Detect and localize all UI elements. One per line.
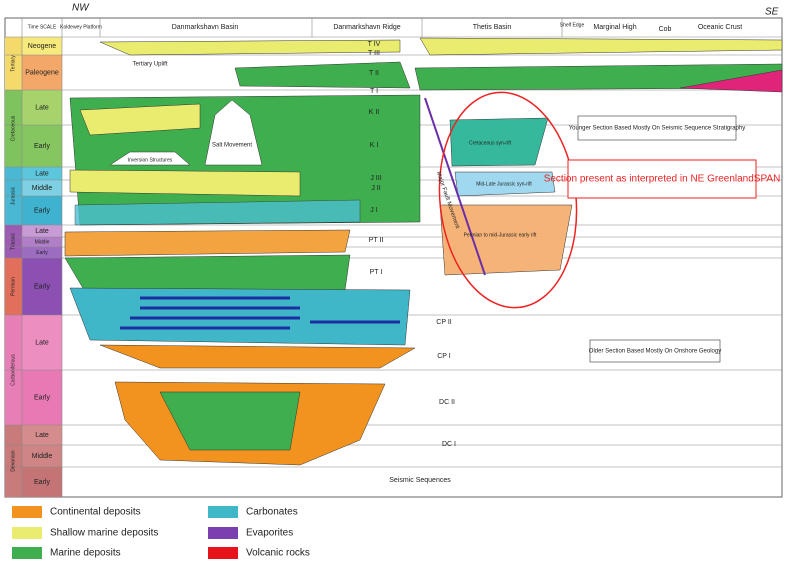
sequence-label: K I [370, 142, 379, 149]
period-label: Triassic [10, 232, 16, 250]
annotation: Older Section Based Mostly On Onshore Ge… [589, 349, 721, 355]
sequence-label: K II [369, 109, 380, 116]
sequence-label: PT I [370, 269, 383, 276]
period-label: Devonian [10, 450, 16, 471]
column-header: Marginal High [593, 24, 636, 31]
column-header: Shelf Edge [560, 22, 585, 28]
legend-label: Volcanic rocks [246, 548, 310, 559]
column-header: Thetis Basin [473, 24, 512, 31]
legend-label: Evaporites [246, 528, 293, 539]
se-label: SE [765, 7, 779, 18]
epoch-label: Early [34, 207, 50, 214]
sequence-label: CP II [436, 319, 451, 326]
annotation: Salt Movement [212, 143, 252, 149]
epoch-label: Early [36, 250, 48, 256]
epoch-label: Early [34, 394, 50, 401]
epoch-label: Early [34, 479, 50, 486]
sequence-label: J I [370, 207, 377, 214]
annotation: Mid-Late Jurassic syn-rift [476, 181, 532, 187]
epoch-label: Late [35, 170, 49, 177]
period-label: Tertiary [10, 55, 16, 72]
annotation: Cretaceous syn-rift [469, 140, 512, 146]
annotation: Section present as interpreted in NE Gre… [544, 174, 781, 185]
sequence-label: DC II [439, 399, 455, 406]
sequence-label: T I [370, 88, 378, 95]
sequence-label: T II [369, 70, 379, 77]
sequence-label: DC I [442, 441, 456, 448]
period-label: Carboniferous [10, 354, 16, 386]
annotation: Tertiary Uplift [132, 62, 167, 68]
epoch-label: Late [35, 432, 49, 439]
epoch-label: Early [34, 283, 50, 290]
column-header: Koldewey Platform [60, 24, 102, 30]
epoch-label: Neogene [28, 43, 57, 50]
time-scale-label: Time SCALE [28, 24, 57, 30]
note-box [577, 115, 737, 141]
nw-label: NW [72, 3, 90, 14]
epoch-label: Paleogene [25, 69, 59, 76]
column-header: Danmarkshavn Basin [172, 24, 239, 31]
annotation: Permian to mid-Jurassic early rift [464, 232, 537, 238]
annotation: Younger Section Based Mostly On Seismic … [569, 126, 746, 132]
epoch-label: Early [34, 143, 50, 150]
period-label: Jurassic [10, 186, 16, 205]
epoch-label: Late [35, 339, 49, 346]
column-header: Oceanic Crust [698, 24, 742, 31]
sequence-label: CP I [437, 353, 451, 360]
time-scale [5, 37, 62, 497]
legend [12, 506, 238, 559]
epoch-label: Late [35, 228, 49, 235]
sequence-label: T III [368, 50, 380, 57]
epoch-label: Late [35, 104, 49, 111]
epoch-label: Middle [32, 453, 53, 460]
epoch-label: Middle [32, 185, 53, 192]
epoch-label: Middle [35, 239, 50, 245]
strata [64, 37, 783, 466]
note-box [589, 339, 721, 363]
note-box [567, 159, 757, 199]
legend-label: Shallow marine deposits [50, 528, 158, 539]
annotation: Inversion Structures [128, 157, 173, 163]
column-header: Cob [659, 26, 672, 33]
period-label: Cretaceous [10, 115, 16, 141]
column-header: Danmarkshavn Ridge [333, 24, 400, 31]
legend-label: Carbonates [246, 507, 298, 518]
sequence-label: J III [370, 175, 381, 182]
sequences-title: Seismic Sequences [389, 477, 451, 484]
sequence-label: J II [371, 185, 380, 192]
legend-label: Continental deposits [50, 507, 141, 518]
sequence-label: T IV [368, 41, 381, 48]
period-label: Permian [10, 277, 16, 296]
sequence-label: PT II [369, 237, 384, 244]
legend-label: Marine deposits [50, 548, 121, 559]
